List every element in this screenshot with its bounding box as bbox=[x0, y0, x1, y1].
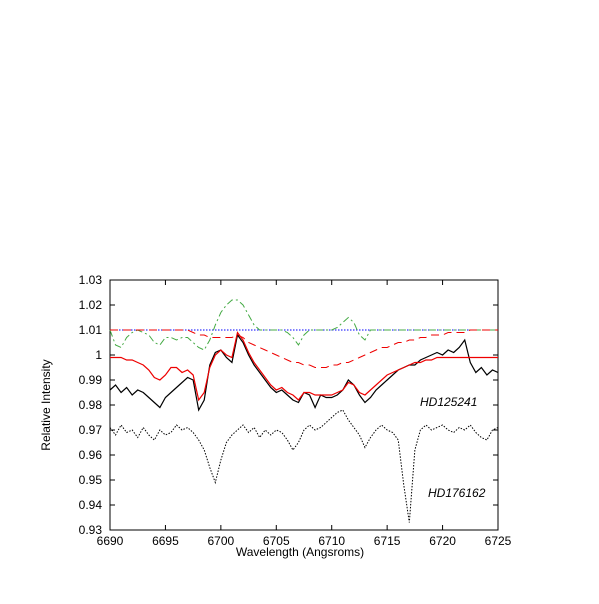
y-tick-label: 0.95 bbox=[79, 473, 103, 487]
x-tick-label: 6720 bbox=[429, 534, 456, 548]
y-tick-label: 0.97 bbox=[79, 423, 103, 437]
series-line bbox=[110, 329, 498, 368]
x-tick-label: 6690 bbox=[97, 534, 124, 548]
x-tick-label: 6705 bbox=[263, 534, 290, 548]
y-tick-label: 0.98 bbox=[79, 398, 103, 412]
x-tick-label: 6710 bbox=[318, 534, 345, 548]
x-tick-label: 6715 bbox=[374, 534, 401, 548]
y-tick-label: 0.96 bbox=[79, 448, 103, 462]
y-tick-label: 1.03 bbox=[79, 273, 103, 287]
x-tick-label: 6700 bbox=[208, 534, 235, 548]
y-tick-label: 0.99 bbox=[79, 373, 103, 387]
x-tick-label: 6725 bbox=[485, 534, 512, 548]
series-line bbox=[109, 299, 498, 351]
x-axis-label: Wavelength (Angsroms) bbox=[236, 545, 364, 559]
y-tick-label: 1.02 bbox=[79, 298, 103, 312]
annotation: HD176162 bbox=[428, 486, 486, 500]
x-tick-label: 6695 bbox=[152, 534, 179, 548]
series-line bbox=[110, 331, 498, 402]
y-tick-label: 1 bbox=[95, 348, 102, 362]
y-tick-label: 0.93 bbox=[79, 523, 103, 537]
annotation: HD125241 bbox=[420, 395, 477, 409]
series-line bbox=[109, 409, 499, 523]
y-tick-label: 1.01 bbox=[79, 323, 103, 337]
y-tick-label: 0.94 bbox=[79, 498, 103, 512]
y-axis-label: Relative Intensity bbox=[39, 359, 53, 450]
